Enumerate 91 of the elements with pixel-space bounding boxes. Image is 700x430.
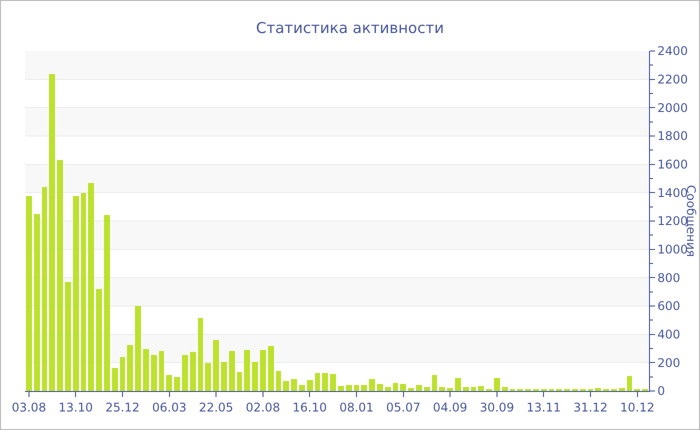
x-tick-label: 06.03 [152, 400, 186, 414]
bar [291, 379, 297, 391]
bar [502, 387, 508, 391]
bar [463, 387, 469, 391]
bar [439, 387, 445, 391]
bar [299, 385, 305, 391]
bar [198, 318, 203, 391]
chart-title: Статистика активности [256, 18, 444, 37]
bar [104, 215, 110, 391]
bar [42, 187, 47, 391]
y-tick-label: 0 [657, 384, 666, 398]
y-tick-label: 600 [657, 299, 680, 314]
x-tick-label: 10.12 [620, 400, 654, 414]
bar [283, 381, 289, 391]
y-tick-label: 2400 [657, 44, 688, 58]
bar [135, 306, 141, 391]
bar [260, 350, 266, 391]
bar [205, 363, 211, 391]
y-tick-label: 2200 [657, 72, 688, 87]
bar [408, 388, 414, 391]
bar [81, 193, 86, 391]
bar [361, 385, 367, 391]
bar [213, 340, 219, 391]
y-tick-label: 400 [657, 328, 680, 342]
bar [307, 380, 313, 391]
bar [455, 378, 461, 391]
bar [385, 387, 391, 391]
bar [244, 350, 250, 391]
bar [166, 375, 172, 391]
bar [322, 373, 328, 391]
y-tick-label: 200 [657, 356, 680, 370]
bar [416, 385, 422, 391]
bar [432, 375, 437, 391]
bar [159, 351, 164, 391]
bar [471, 387, 476, 391]
bar [229, 351, 235, 391]
bar [330, 374, 336, 391]
bar [88, 183, 94, 391]
bar [478, 386, 484, 391]
bar [221, 362, 227, 391]
bar [26, 196, 32, 391]
y-tick-label: 1000 [657, 242, 688, 257]
bar [338, 386, 344, 391]
y-tick-label: 1600 [657, 158, 688, 172]
bar [354, 385, 359, 391]
bar [315, 373, 320, 391]
x-tick-label: 02.08 [246, 400, 280, 414]
x-tick-label: 25.12 [105, 400, 140, 414]
bar [120, 357, 125, 391]
x-tick-label: 30.09 [480, 400, 514, 414]
bar [237, 372, 242, 391]
bar [73, 196, 79, 391]
x-tick-label: 31.12 [573, 400, 608, 414]
bar [252, 362, 258, 391]
bar [595, 388, 601, 391]
bar [57, 160, 63, 391]
bar [494, 378, 500, 391]
x-tick-label: 03.08 [12, 400, 46, 414]
bar [393, 383, 398, 391]
x-tick-label: 16.10 [292, 400, 327, 414]
bar [346, 385, 352, 391]
bar [619, 388, 625, 391]
bar [174, 377, 180, 391]
bar [369, 379, 375, 391]
bar [127, 345, 133, 391]
bar [143, 349, 149, 391]
bar [377, 384, 383, 391]
bar [34, 214, 40, 391]
bar [65, 282, 71, 391]
bar [151, 355, 157, 391]
x-tick-label: 13.11 [526, 400, 561, 414]
x-tick-label: 04.09 [432, 400, 468, 414]
x-tick-label: 05.07 [386, 400, 420, 414]
bar [447, 388, 453, 391]
y-tick-label: 1800 [657, 129, 688, 144]
x-tick-label: 08.01 [339, 400, 374, 414]
bar [182, 355, 188, 391]
bar [96, 289, 102, 391]
bar [49, 74, 55, 391]
y-tick-label: 1400 [657, 186, 688, 200]
bar [268, 346, 274, 391]
bar [190, 352, 196, 391]
bar [276, 371, 281, 391]
x-tick-label: 22.05 [198, 400, 234, 414]
y-tick-label: 800 [657, 270, 680, 285]
y-tick-label: 2000 [657, 100, 688, 115]
bar [400, 384, 406, 391]
bar [424, 387, 430, 391]
x-tick-label: 13.10 [58, 400, 93, 414]
bar [112, 368, 118, 391]
bar [627, 376, 632, 391]
